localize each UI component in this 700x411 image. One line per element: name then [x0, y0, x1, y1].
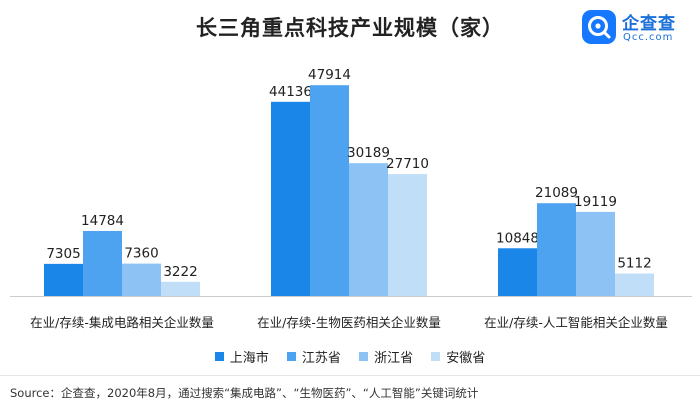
- legend: 上海市 江苏省 浙江省 安徽省: [0, 347, 700, 366]
- data-label: 14784: [81, 213, 124, 229]
- bar: [576, 211, 615, 296]
- legend-swatch: [359, 352, 369, 361]
- data-label: 19119: [574, 194, 617, 210]
- legend-swatch: [286, 352, 296, 361]
- bar: [310, 85, 349, 296]
- bar: [161, 281, 200, 296]
- source-note: Source：企查查，2020年8月，通过搜索“集成电路”、“生物医药”、“人工…: [10, 386, 479, 400]
- chart-title: 长三角重点科技产业规模（家）: [196, 16, 504, 40]
- bar: [271, 101, 310, 296]
- footer-divider: [0, 375, 700, 376]
- legend-label: 江苏省: [301, 351, 341, 366]
- legend-label: 安徽省: [446, 351, 486, 366]
- data-label: 10848: [496, 230, 539, 246]
- bar: [122, 263, 161, 296]
- bar: [388, 174, 427, 296]
- legend-swatch: [431, 352, 441, 361]
- legend-item-zhejiang: 浙江省: [359, 347, 413, 366]
- data-label: 21089: [535, 185, 578, 201]
- data-label: 7305: [46, 246, 80, 262]
- data-label: 27710: [386, 156, 429, 172]
- bar: [537, 203, 576, 296]
- bar: [498, 248, 537, 296]
- legend-item-shanghai: 上海市: [214, 347, 269, 366]
- logo-name: 企查查: [622, 14, 676, 34]
- data-label: 3222: [163, 264, 197, 280]
- bar: [83, 230, 122, 296]
- data-label: 47914: [308, 67, 351, 83]
- logo-sub: Qcc.com: [623, 32, 674, 43]
- legend-item-anhui: 安徽省: [431, 347, 485, 366]
- legend-swatch: [214, 352, 224, 361]
- legend-item-jiangsu: 江苏省: [286, 347, 341, 366]
- bar: [349, 163, 388, 296]
- data-label: 44136: [269, 84, 312, 100]
- data-label: 30189: [347, 145, 390, 161]
- legend-label: 浙江省: [374, 351, 414, 366]
- qichacha-logo-icon: [582, 10, 616, 44]
- data-label: 5112: [617, 256, 651, 272]
- category-label: 在业/存续-集成电路相关企业数量: [30, 315, 214, 330]
- bar-chart: 7305 14784 7360 3222 在业/存续-集成电路相关企业数量 4413647…: [10, 67, 692, 330]
- logo: 企查查 Qcc.com: [582, 8, 694, 48]
- category-label: 在业/存续-人工智能相关企业数量: [484, 315, 668, 330]
- bar: [44, 263, 83, 296]
- category-label: 在业/存续-生物医药相关企业数量: [257, 315, 441, 330]
- data-label: 7360: [124, 246, 158, 262]
- legend-label: 上海市: [229, 351, 269, 366]
- bar: [615, 273, 654, 296]
